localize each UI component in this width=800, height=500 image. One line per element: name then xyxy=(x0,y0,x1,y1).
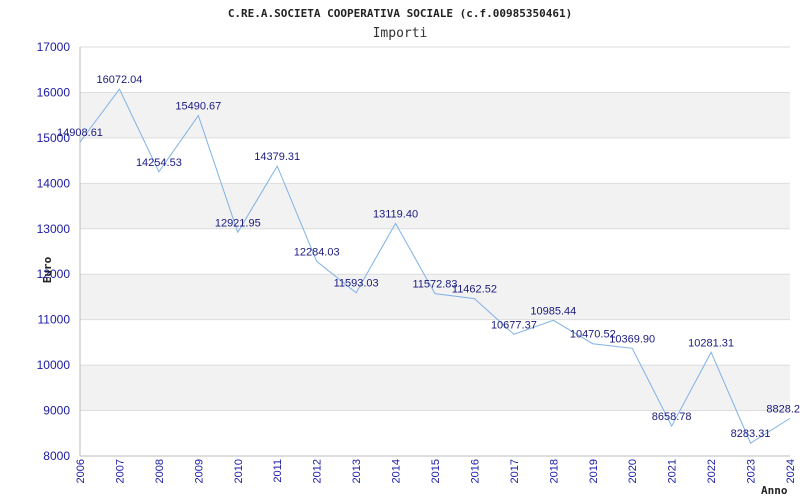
x-tick-label: 2013 xyxy=(351,459,363,483)
x-tick-label: 2016 xyxy=(469,459,481,483)
x-tick-label: 2023 xyxy=(746,459,758,483)
grid-band xyxy=(80,92,790,138)
data-label: 11462.52 xyxy=(452,284,497,296)
x-tick-label: 2015 xyxy=(430,459,442,483)
data-label: 14254.53 xyxy=(136,157,182,169)
data-label: 10985.44 xyxy=(530,305,576,317)
grid-band xyxy=(80,183,790,229)
x-tick-label: 2012 xyxy=(312,459,324,483)
data-label: 10281.31 xyxy=(688,337,734,349)
y-tick-label: 9000 xyxy=(43,404,70,418)
chart-subtitle: Importi xyxy=(373,26,428,41)
x-tick-label: 2021 xyxy=(667,459,679,483)
data-label: 10677.37 xyxy=(491,319,537,331)
y-tick-label: 8000 xyxy=(43,449,70,463)
x-tick-label: 2008 xyxy=(154,459,166,483)
data-labels: 14908.61 16072.04 14254.53 15490.67 12921.95… xyxy=(57,74,800,440)
y-tick-label: 11000 xyxy=(38,313,71,327)
data-label: 16072.04 xyxy=(96,74,142,86)
y-axis-label: Euro xyxy=(41,256,54,283)
x-tick-label: 2024 xyxy=(785,459,797,483)
grid-band xyxy=(80,274,790,320)
x-tick-label: 2022 xyxy=(706,459,718,483)
y-tick-label: 15000 xyxy=(37,131,71,145)
x-tick-label: 2018 xyxy=(548,459,560,483)
data-label: 8658.78 xyxy=(652,411,692,423)
x-tick-label: 2009 xyxy=(193,459,205,483)
y-tick-label: 17000 xyxy=(37,40,71,54)
y-tick-label: 12000 xyxy=(37,267,71,281)
x-tick-label: 2006 xyxy=(75,459,87,483)
y-tick-labels: 8000 9000 10000 11000 12000 13000 14000 15000 16… xyxy=(37,40,71,463)
data-label: 13119.40 xyxy=(373,208,418,220)
data-label: 14908.61 xyxy=(57,127,103,139)
x-tick-label: 2020 xyxy=(627,459,639,483)
x-tick-labels: 2006 2007 2008 2009 2010 2011 2012 2013 2014 2015… xyxy=(75,459,797,483)
chart-title: C.RE.A.SOCIETA COOPERATIVA SOCIALE (c.f.… xyxy=(228,7,572,20)
data-label: 15490.67 xyxy=(175,101,221,113)
x-tick-label: 2011 xyxy=(272,459,284,483)
x-tick-label: 2010 xyxy=(233,459,245,483)
x-tick-label: 2019 xyxy=(588,459,600,483)
data-label: 10369.90 xyxy=(609,333,655,345)
x-tick-label: 2017 xyxy=(509,459,521,483)
data-label: 11593.03 xyxy=(334,278,379,290)
y-tick-label: 13000 xyxy=(37,222,71,236)
x-tick-label: 2014 xyxy=(391,459,403,483)
grid-lines xyxy=(80,46,790,457)
data-label: 11572.83 xyxy=(412,279,457,291)
grid-band xyxy=(80,365,790,411)
x-tick-label: 2007 xyxy=(114,459,126,483)
grid-bands xyxy=(80,92,790,411)
y-tick-label: 10000 xyxy=(37,358,71,372)
data-label: 12921.95 xyxy=(215,217,261,229)
data-label: 8828.2 xyxy=(766,403,800,415)
series-line xyxy=(79,88,791,444)
y-tick-label: 14000 xyxy=(37,176,71,190)
data-label: 12284.03 xyxy=(294,246,340,258)
data-label: 8283.31 xyxy=(731,428,771,440)
x-axis-label: Anno xyxy=(761,484,788,497)
y-tick-label: 16000 xyxy=(37,85,71,99)
data-label: 14379.31 xyxy=(254,151,300,163)
data-label: 10470.52 xyxy=(570,329,616,341)
